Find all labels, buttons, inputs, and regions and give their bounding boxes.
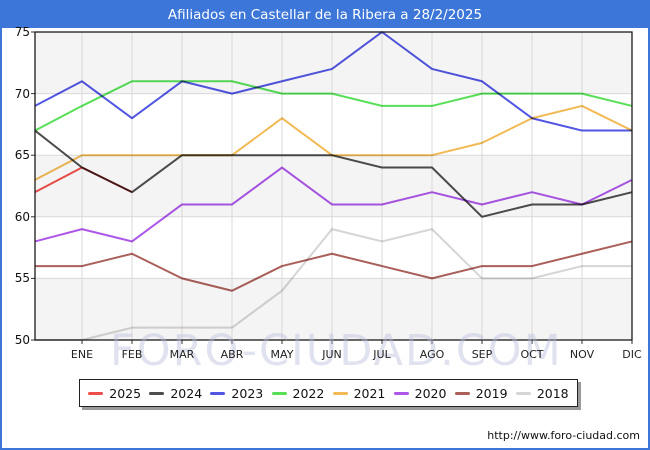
legend-swatch-2020 — [393, 391, 409, 395]
legend-swatch-2022 — [271, 391, 287, 395]
legend-item-2021: 2021 — [332, 385, 386, 401]
legend-item-2020: 2020 — [393, 385, 447, 401]
legend-swatch-2023 — [210, 391, 226, 395]
watermark-text: FORO-CIUDAD.COM — [110, 326, 563, 376]
legend-item-2019: 2019 — [454, 385, 508, 401]
series-line-2023 — [34, 31, 632, 132]
series-line-2019 — [35, 240, 633, 292]
x-axis-label-mar: MAR — [169, 348, 195, 361]
title-bar: Afiliados en Castellar de la Ribera a 28… — [2, 2, 648, 28]
legend-swatch-2024 — [149, 391, 165, 395]
x-axis-label-dic: DIC — [622, 348, 642, 361]
legend-label-2020: 2020 — [414, 385, 447, 401]
legend-label-2022: 2022 — [292, 385, 325, 401]
legend-swatch-2025 — [88, 391, 104, 395]
legend-item-2018: 2018 — [515, 385, 569, 401]
y-axis-label-60: 60 — [14, 209, 30, 224]
y-axis-label-50: 50 — [14, 333, 30, 347]
legend-swatch-2019 — [454, 391, 470, 395]
legend: 2025 2024 2023 2022 2021 2020 2019 2018 — [79, 379, 578, 407]
legend-item-2022: 2022 — [271, 385, 325, 401]
y-axis-label-55: 55 — [14, 271, 30, 286]
x-axis-label-sep: SEP — [471, 348, 493, 361]
page-title: Afiliados en Castellar de la Ribera a 28… — [167, 7, 483, 23]
x-axis-label-ene: ENE — [70, 348, 94, 361]
x-axis-label-jun: JUN — [322, 348, 342, 361]
x-axis-label-ago: AGO — [419, 348, 445, 361]
series-line-2020 — [34, 166, 633, 243]
x-axis-label-nov: NOV — [569, 348, 595, 361]
legend-label-2019: 2019 — [475, 385, 508, 401]
y-axis-label-75: 75 — [14, 25, 30, 39]
y-axis-label-70: 70 — [14, 86, 30, 101]
legend-label-2018: 2018 — [536, 385, 569, 401]
footer-url-link[interactable]: http://www.foro-ciudad.com — [487, 429, 640, 442]
legend-item-2024: 2024 — [149, 386, 202, 401]
legend-label-2021: 2021 — [353, 385, 386, 401]
band-65 — [35, 155, 632, 217]
x-axis-label-jul: JUL — [373, 348, 391, 361]
series-line-2025 — [34, 166, 133, 194]
x-axis-label-may: MAY — [270, 348, 294, 361]
legend-label-2023: 2023 — [231, 385, 264, 401]
legend-item-2023: 2023 — [210, 386, 263, 401]
legend-label-2024: 2024 — [170, 385, 203, 401]
plot-border — [34, 31, 633, 341]
y-axis-label-65: 65 — [14, 148, 30, 163]
series-line-2018 — [35, 228, 632, 341]
legend-label-2025: 2025 — [109, 385, 142, 401]
x-axis-label-abr: ABR — [220, 348, 244, 361]
legend-swatch-2018 — [515, 391, 531, 395]
legend-item-2025: 2025 — [88, 386, 141, 401]
legend-swatch-2021 — [332, 391, 348, 395]
series-line-2022 — [34, 80, 633, 132]
x-axis-label-feb: FEB — [121, 348, 143, 361]
x-axis-label-oct: OCT — [520, 348, 544, 361]
